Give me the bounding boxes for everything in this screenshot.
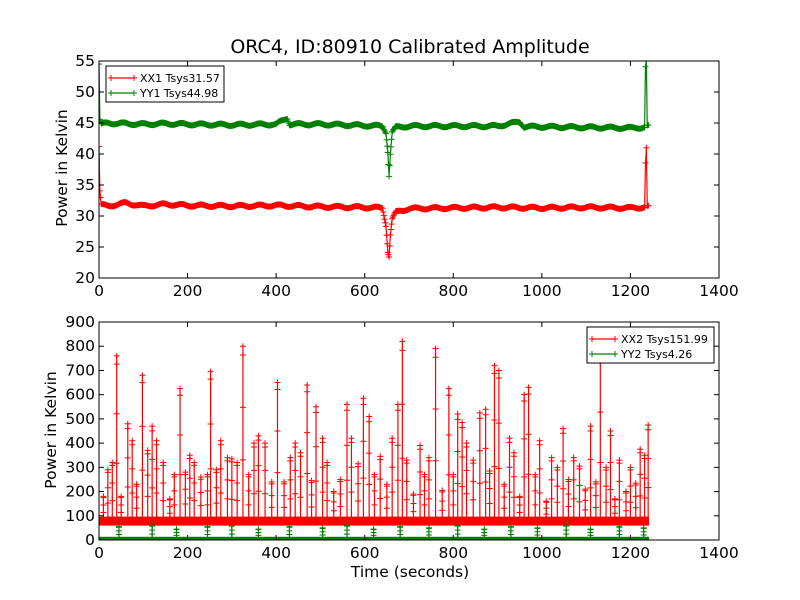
series-1-spike-markers: [100, 338, 652, 518]
y-tick-label: 45: [75, 114, 95, 132]
y-tick-label: 800: [65, 337, 95, 355]
y-tick-label: 0: [85, 531, 95, 549]
y-tick-label: 300: [65, 458, 95, 476]
legend: XX1 Tsys31.57 YY1 Tsys44.98: [105, 65, 225, 103]
legend-label: YY2 Tsys4.26: [620, 348, 692, 361]
legend-label: XX2 Tsys151.99: [621, 333, 708, 346]
x-tick-label: 1200: [611, 282, 650, 300]
y-tick-label: 25: [75, 238, 95, 256]
bottom-plot-ylabel: Power in Kelvin: [42, 371, 60, 488]
x-tick-label: 200: [173, 544, 203, 562]
y-tick-label: 500: [65, 410, 95, 428]
x-tick-label: 400: [261, 544, 291, 562]
y-tick-label: 200: [65, 483, 95, 501]
y-tick-label: 20: [75, 269, 95, 287]
series-1-spikes: [102, 341, 649, 522]
x-tick-label: 200: [173, 282, 203, 300]
series-2-line: [99, 61, 650, 176]
top-plot: ORC4, ID:80910 Calibrated Amplitude Powe…: [53, 36, 739, 300]
bottom-plot: Power in Kelvin Time (seconds) 0 200 400 60…: [42, 313, 739, 581]
x-tick-label: 600: [350, 282, 380, 300]
x-tick-label: 1400: [699, 282, 738, 300]
y-tick-label: 900: [65, 313, 95, 331]
legend-marker: [589, 351, 618, 357]
plot-frame: [98, 60, 720, 279]
x-tick-label: 1000: [522, 544, 561, 562]
top-plot-title: ORC4, ID:80910 Calibrated Amplitude: [230, 36, 589, 58]
x-tick-label: 1000: [522, 282, 561, 300]
y-tick-label: 700: [65, 361, 95, 379]
x-tick-label: 0: [94, 544, 104, 562]
y-tick-label: 40: [75, 145, 95, 163]
x-tick-label: 800: [438, 544, 468, 562]
plot-frame: [98, 321, 720, 541]
y-tick-label: 50: [75, 83, 95, 101]
legend-label: XX1 Tsys31.57: [140, 72, 220, 85]
x-tick-label: 600: [350, 544, 380, 562]
legend-label: YY1 Tsys44.98: [139, 87, 218, 100]
x-tick-label: 1200: [611, 544, 650, 562]
y-tick-label: 55: [75, 52, 95, 70]
y-tick-label: 400: [65, 434, 95, 452]
x-tick-label: 1400: [699, 544, 738, 562]
plot-data-area: [99, 338, 652, 540]
series-1-markers: [99, 143, 652, 260]
y-tick-label: 600: [65, 386, 95, 404]
series-1-line: [99, 146, 650, 257]
y-tick-label: 100: [65, 507, 95, 525]
top-plot-ylabel: Power in Kelvin: [53, 109, 71, 226]
legend-box: [586, 326, 715, 364]
legend-box: [105, 65, 225, 103]
x-tick-label: 0: [94, 282, 104, 300]
legend-marker: [108, 90, 137, 96]
legend-marker: [108, 75, 137, 81]
y-tick-label: 30: [75, 207, 95, 225]
legend: XX2 Tsys151.99 YY2 Tsys4.26: [586, 326, 715, 364]
x-tick-label: 800: [438, 282, 468, 300]
bottom-plot-xlabel: Time (seconds): [350, 563, 469, 581]
legend-marker: [589, 336, 618, 342]
plot-data-area: [99, 61, 652, 260]
series-2-spike-markers: [115, 522, 647, 539]
x-tick-label: 400: [261, 282, 291, 300]
y-tick-label: 35: [75, 176, 95, 194]
